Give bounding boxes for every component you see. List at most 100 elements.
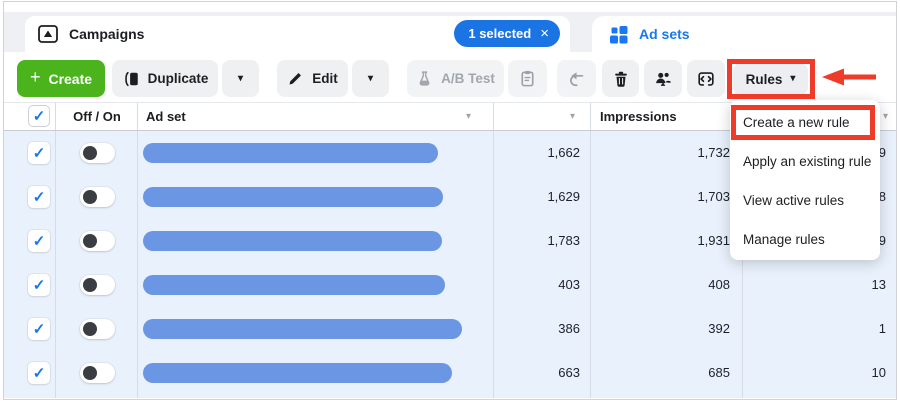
metric-cell: 1,783 (547, 233, 580, 248)
redacted-ad-set-name[interactable] (143, 231, 442, 251)
chevron-down-icon: ▾ (790, 73, 796, 84)
impressions-cell: 1,732 (697, 145, 730, 160)
plus-icon: + (29, 67, 41, 87)
menu-item-manage-rules[interactable]: Manage rules (743, 232, 825, 247)
edit-button[interactable]: Edit (277, 60, 348, 97)
menu-item-view-active-rules[interactable]: View active rules (743, 193, 845, 208)
code-box-icon (698, 71, 714, 86)
tab-campaigns[interactable]: Campaigns 1 selected × (25, 16, 570, 52)
edit-dropdown-button[interactable]: ▾ (352, 60, 389, 97)
row-toggle-off[interactable] (80, 363, 115, 383)
redacted-ad-set-name[interactable] (143, 275, 445, 295)
check-icon: ✓ (32, 188, 46, 206)
row-toggle-off[interactable] (80, 319, 115, 339)
undo-button (557, 60, 596, 97)
duplicate-icon (124, 71, 138, 86)
ab-test-button-label: A/B Test (441, 71, 495, 86)
tab-ad-sets-label: Ad sets (639, 26, 690, 42)
impressions-cell: 392 (708, 321, 730, 336)
table-row: ✓ 403 408 13 (4, 263, 896, 307)
duplicate-button-label: Duplicate (147, 71, 209, 86)
row-checkbox[interactable]: ✓ (28, 186, 50, 208)
row-toggle-off[interactable] (80, 231, 115, 251)
column-header-off-on: Off / On (73, 109, 121, 124)
table-row: ✓ 1,629 1,703 8 (4, 175, 896, 219)
clear-selection-icon[interactable]: × (540, 25, 549, 42)
tab-ad-sets[interactable]: Ad sets (592, 16, 896, 52)
row-checkbox[interactable]: ✓ (28, 274, 50, 296)
impressions-cell: 1,703 (697, 189, 730, 204)
clipboard-icon (521, 70, 534, 87)
column-divider (493, 103, 494, 398)
metric-cell: 13 (871, 277, 886, 292)
duplicate-dropdown-button[interactable]: ▾ (222, 60, 259, 97)
redacted-ad-set-name[interactable] (143, 319, 462, 339)
metric-cell: 1 (878, 321, 886, 336)
toggle-knob (83, 234, 97, 248)
metric-cell: 8 (878, 189, 886, 204)
row-toggle-off[interactable] (80, 187, 115, 207)
impressions-cell: 685 (708, 365, 730, 380)
chevron-down-icon: ▾ (367, 72, 374, 84)
trash-icon (614, 71, 627, 87)
delete-button[interactable] (602, 60, 639, 97)
duplicate-button[interactable]: Duplicate (112, 60, 218, 97)
metric-cell: 9 (878, 145, 886, 160)
table-row: ✓ 386 392 1 (4, 307, 896, 351)
column-header-impressions[interactable]: Impressions (600, 109, 677, 124)
flask-icon (419, 71, 430, 86)
menu-item-apply-an-existing-rule[interactable]: Apply an existing rule (743, 154, 872, 169)
column-header-ad-set[interactable]: Ad set (146, 109, 186, 124)
sort-caret-icon[interactable]: ▾ (466, 111, 472, 122)
placement-button[interactable] (687, 60, 725, 97)
paste-button (508, 60, 547, 97)
chevron-down-icon: ▾ (237, 72, 244, 84)
impressions-cell: 1,931 (697, 233, 730, 248)
selected-count-badge[interactable]: 1 selected × (454, 20, 560, 47)
toggle-knob (83, 190, 97, 204)
redacted-ad-set-name[interactable] (143, 363, 452, 383)
toggle-knob (83, 366, 97, 380)
undo-icon (569, 71, 583, 86)
selected-count-text: 1 selected (468, 26, 532, 41)
annotation-arrow-icon (822, 68, 876, 86)
column-divider (55, 103, 56, 398)
column-divider (137, 103, 138, 398)
sort-caret-icon[interactable]: ▾ (570, 111, 576, 122)
check-icon: ✓ (32, 276, 46, 294)
row-checkbox[interactable]: ✓ (28, 230, 50, 252)
table-row: ✓ 1,662 1,732 9 (4, 131, 896, 175)
redacted-ad-set-name[interactable] (143, 143, 438, 163)
metric-cell: 663 (558, 365, 580, 380)
ab-test-button: A/B Test (407, 60, 504, 97)
table-row: ✓ 1,783 1,931 9 (4, 219, 896, 263)
check-icon: ✓ (32, 107, 46, 125)
audience-button[interactable] (644, 60, 682, 97)
sort-caret-icon[interactable]: ▾ (883, 111, 889, 122)
metric-cell: 10 (871, 365, 886, 380)
menu-item-create-a-new-rule[interactable]: Create a new rule (743, 115, 850, 130)
row-checkbox[interactable]: ✓ (28, 362, 50, 384)
rules-button[interactable]: Rules ▾ (733, 63, 808, 95)
check-icon: ✓ (32, 144, 46, 162)
row-toggle-off[interactable] (80, 143, 115, 163)
metric-cell: 1,629 (547, 189, 580, 204)
row-checkbox[interactable]: ✓ (28, 142, 50, 164)
create-button[interactable]: + Create (17, 60, 105, 97)
check-icon: ✓ (32, 364, 46, 382)
row-toggle-off[interactable] (80, 275, 115, 295)
toggle-knob (83, 146, 97, 160)
table-row: ✓ 663 685 10 (4, 351, 896, 395)
select-all-checkbox[interactable]: ✓ (28, 105, 50, 127)
column-divider (590, 103, 591, 398)
create-button-label: Create (48, 70, 93, 87)
toggle-knob (83, 278, 97, 292)
row-checkbox[interactable]: ✓ (28, 318, 50, 340)
header-top-divider (4, 102, 896, 103)
pencil-icon (289, 73, 302, 85)
header-bottom-divider (4, 130, 896, 131)
metric-cell: 403 (558, 277, 580, 292)
redacted-ad-set-name[interactable] (143, 187, 443, 207)
people-icon (656, 72, 672, 86)
check-icon: ✓ (32, 320, 46, 338)
